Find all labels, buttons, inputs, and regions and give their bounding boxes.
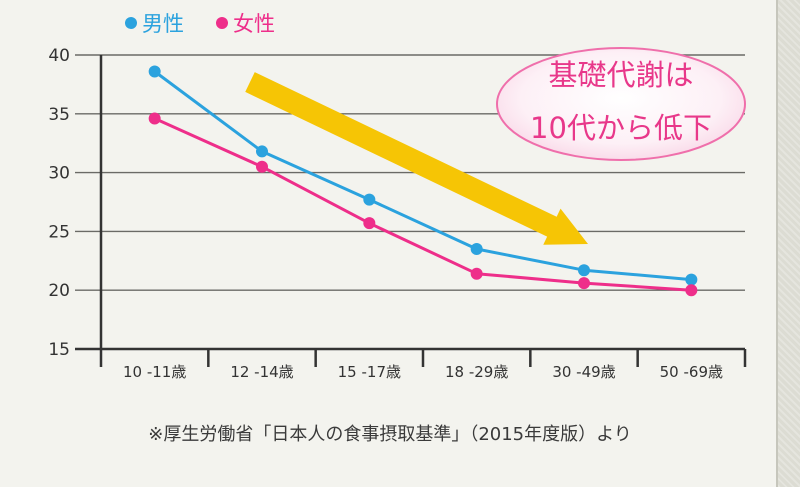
x-tick-label: 12 -14歳 — [230, 363, 293, 381]
data-point-female — [256, 160, 268, 173]
callout-line-1: 基礎代謝は — [548, 58, 693, 92]
data-point-female — [470, 267, 483, 280]
x-tick-label: 15 -17歳 — [338, 363, 401, 381]
axis-layer — [75, 55, 747, 367]
data-point-male — [363, 193, 376, 206]
x-tick-label: 30 -49歳 — [552, 363, 615, 381]
data-point-male — [578, 264, 590, 277]
y-tick-label: 40 — [48, 46, 70, 66]
callout-ellipse — [496, 47, 746, 161]
trend-arrow — [245, 72, 588, 245]
y-tick-label: 25 — [48, 222, 70, 242]
legend-marker-male — [125, 17, 137, 29]
source-footnote: ※厚生労働省「日本人の食事摂取基準」（2015年度版）より — [148, 424, 632, 445]
y-tick-label: 35 — [48, 105, 70, 125]
x-tick-label: 50 -69歳 — [660, 363, 723, 381]
panel-edge — [776, 0, 800, 487]
x-tick-label: 18 -29歳 — [445, 363, 508, 381]
callout-bubble: 基礎代謝は 10代から低下 — [496, 47, 746, 161]
legend: 男性 女性 — [125, 12, 275, 36]
y-tick-label: 15 — [48, 340, 70, 360]
data-point-male — [256, 145, 268, 158]
legend-label-male: 男性 — [142, 12, 184, 36]
data-point-female — [148, 112, 161, 125]
legend-label-female: 女性 — [233, 12, 275, 36]
series-layer — [148, 65, 698, 297]
data-point-male — [685, 273, 698, 286]
tick-label-layer: 15 20 25 30 35 40 10 -11歳 12 -14歳 15 -17歳 18 -29歳… — [48, 46, 723, 381]
callout-line-2: 10代から低下 — [530, 111, 712, 145]
series-line-male — [153, 70, 692, 282]
data-point-female — [578, 277, 590, 290]
legend-marker-female — [216, 17, 228, 29]
data-point-male — [148, 65, 161, 78]
y-tick-label: 20 — [48, 281, 70, 301]
series-line-female — [154, 117, 692, 292]
data-point-male — [470, 243, 483, 256]
data-point-female — [685, 284, 698, 297]
y-tick-label: 30 — [48, 164, 70, 184]
line-chart: 15 20 25 30 35 40 10 -11歳 12 -14歳 15 -17歳 18 -29歳… — [48, 12, 747, 381]
x-tick-label: 10 -11歳 — [123, 363, 186, 381]
data-point-female — [363, 217, 376, 230]
